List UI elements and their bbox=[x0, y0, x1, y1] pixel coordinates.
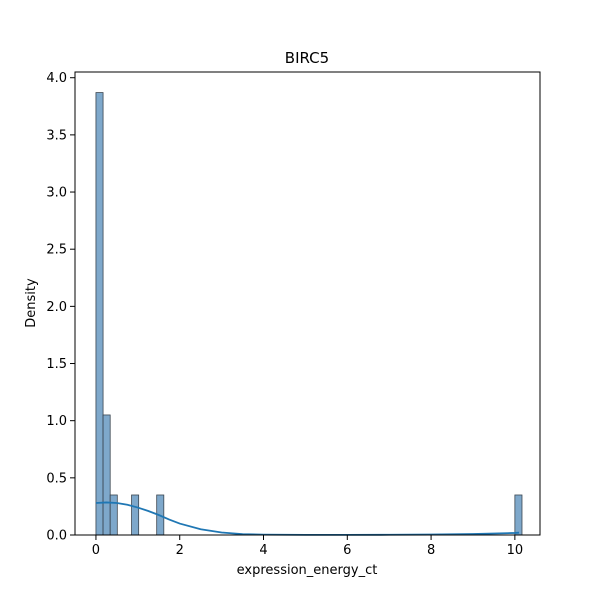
plot-frame bbox=[74, 71, 541, 536]
y-tick-label-3: 1.5 bbox=[46, 357, 67, 372]
bars-layer bbox=[95, 92, 523, 536]
y-tick-label-8: 4.0 bbox=[46, 71, 67, 86]
kde-line bbox=[95, 501, 520, 536]
histogram-bar-2 bbox=[109, 494, 118, 536]
y-tick-label-6: 3.0 bbox=[46, 186, 67, 201]
x-tick-label-2: 4 bbox=[259, 543, 267, 558]
histogram-bar-0 bbox=[95, 92, 104, 536]
x-tick-label-3: 6 bbox=[343, 543, 351, 558]
chart-title: BIRC5 bbox=[285, 49, 329, 67]
y-axis: 0.0 0.5 1.0 1.5 2.0 2.5 3.0 3.5 4.0 bbox=[46, 71, 75, 544]
histogram-bar-3 bbox=[131, 494, 140, 536]
y-tick-label-0: 0.0 bbox=[46, 529, 67, 544]
histogram-bar-1 bbox=[102, 414, 111, 536]
y-tick-label-5: 2.5 bbox=[46, 243, 67, 258]
y-tick-label-7: 3.5 bbox=[46, 128, 67, 143]
kde-layer bbox=[95, 501, 520, 536]
x-axis-label: expression_energy_ct bbox=[237, 563, 378, 578]
y-tick-label-1: 0.5 bbox=[46, 471, 67, 486]
x-axis: 0 2 4 6 8 10 bbox=[92, 535, 523, 558]
x-tick-label-1: 2 bbox=[176, 543, 184, 558]
x-tick-label-4: 8 bbox=[427, 543, 435, 558]
y-axis-label: Density bbox=[24, 278, 39, 328]
histogram-bar-5 bbox=[514, 494, 523, 536]
x-tick-label-5: 10 bbox=[507, 543, 524, 558]
x-tick-label-0: 0 bbox=[92, 543, 100, 558]
y-tick-label-4: 2.0 bbox=[46, 300, 67, 315]
y-tick-label-2: 1.0 bbox=[46, 414, 67, 429]
